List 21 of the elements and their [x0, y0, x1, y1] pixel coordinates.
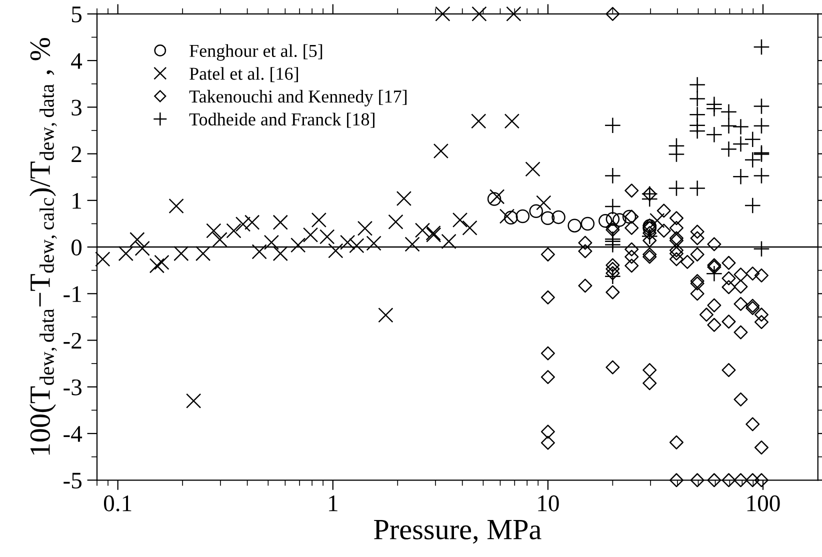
y-tick-label: -4 — [64, 426, 82, 442]
legend-label: Fenghour et al. [5] — [190, 44, 322, 61]
y-tick-label: -2 — [64, 332, 82, 348]
x-tick-label: 1 — [329, 496, 338, 512]
y-tick-label: -5 — [64, 472, 82, 489]
y-tick-label: 2 — [72, 146, 82, 162]
y-tick-label: -3 — [64, 379, 82, 396]
y-tick-label: -1 — [64, 286, 81, 302]
y-tick-label: 3 — [72, 100, 82, 116]
y-tick-label: 0 — [72, 240, 82, 256]
x-axis-title: Pressure, MPa — [374, 520, 542, 544]
legend-label: Takenouchi and Kennedy [17] — [189, 90, 407, 106]
x-tick-label: 100 — [747, 495, 780, 512]
legend-label: Patel et al. [16] — [190, 67, 298, 82]
legend-label: Todheide and Franck [18] — [189, 112, 374, 128]
x-tick-label: 0.1 — [104, 495, 132, 512]
y-tick-label: 4 — [71, 53, 82, 69]
y-tick-label: 5 — [72, 6, 82, 22]
y-tick-label: 1 — [72, 193, 81, 209]
x-tick-label: 10 — [538, 495, 559, 512]
y-axis-title: 100(T$_{dew,data}$−T$_{dew,calc}$)/T$_{dew,data}$ , % — [29, 38, 57, 455]
